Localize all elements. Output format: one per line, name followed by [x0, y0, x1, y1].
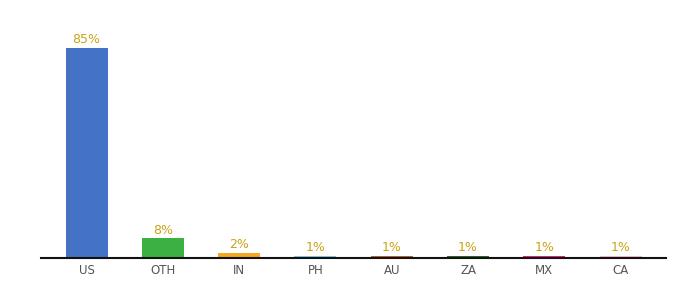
- Text: 1%: 1%: [611, 241, 630, 254]
- Bar: [142, 238, 184, 258]
- Text: 85%: 85%: [73, 33, 101, 46]
- Bar: [65, 48, 107, 258]
- Text: 1%: 1%: [305, 241, 326, 254]
- Bar: [218, 253, 260, 258]
- Bar: [294, 256, 337, 258]
- Text: 1%: 1%: [458, 241, 478, 254]
- Text: 2%: 2%: [229, 238, 249, 251]
- Bar: [600, 256, 642, 258]
- Text: 1%: 1%: [381, 241, 402, 254]
- Bar: [447, 256, 489, 258]
- Text: 8%: 8%: [153, 224, 173, 236]
- Bar: [524, 256, 565, 258]
- Text: 1%: 1%: [534, 241, 554, 254]
- Bar: [371, 256, 413, 258]
